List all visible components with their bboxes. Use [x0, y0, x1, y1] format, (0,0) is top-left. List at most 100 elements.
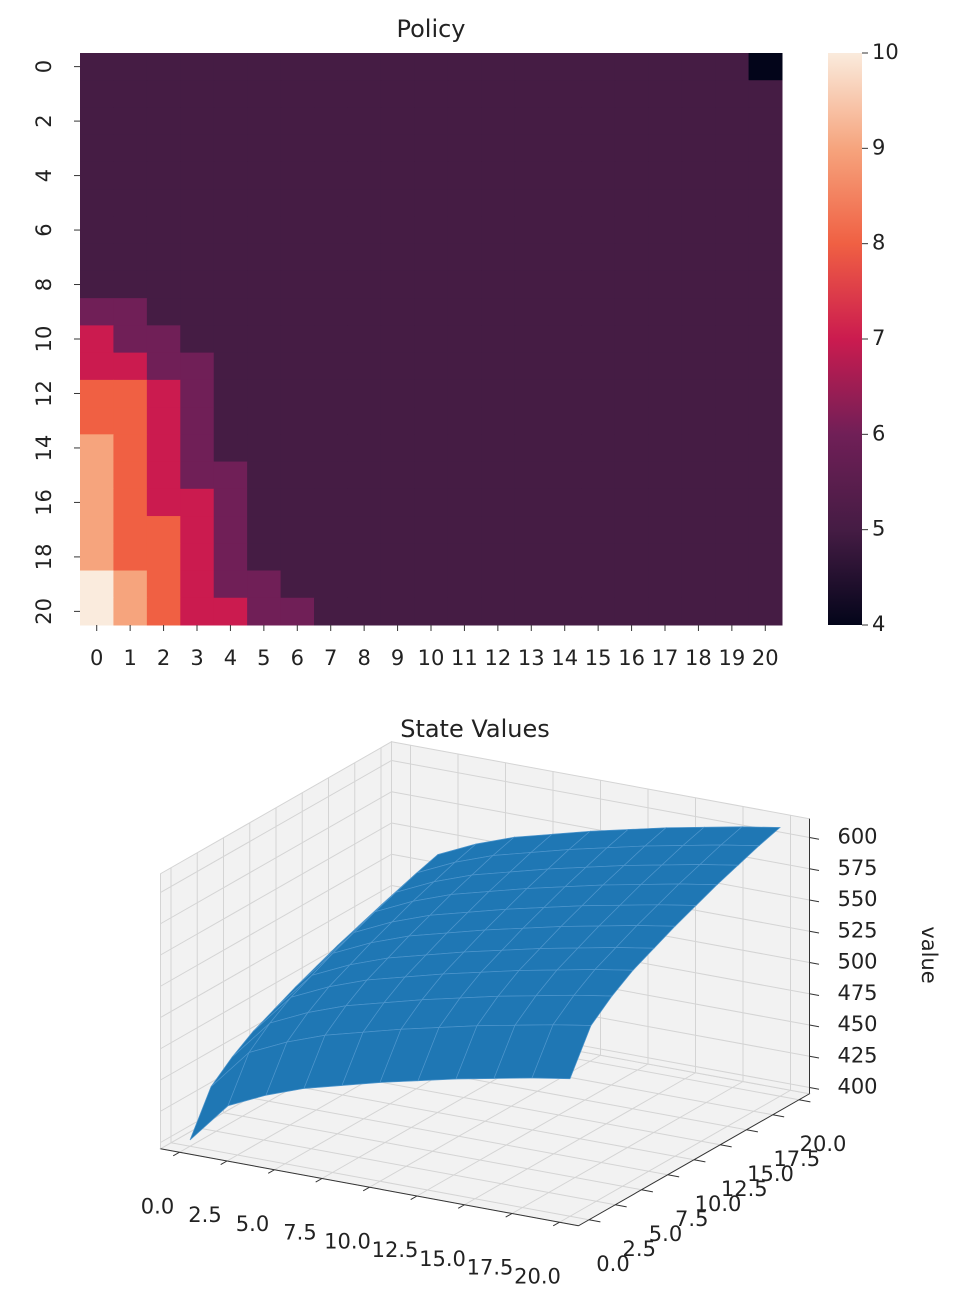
heatmap-cell — [347, 352, 382, 381]
heatmap-cell — [548, 488, 582, 517]
heatmap-cell — [614, 216, 649, 245]
y-tick — [772, 1114, 785, 1118]
heatmap-cell — [514, 134, 549, 163]
heatmap-cell — [347, 543, 382, 572]
y-tick-label: 0.0 — [596, 1252, 629, 1276]
heatmap-cell — [113, 243, 148, 272]
heatmap-cell — [681, 488, 716, 517]
y-tick — [746, 1129, 758, 1133]
heatmap-cell — [681, 461, 716, 490]
heatmap-cell — [180, 325, 215, 354]
colorbar-tick-label: 5 — [872, 517, 885, 541]
heatmap-cell — [180, 161, 215, 190]
heatmap-cell — [548, 134, 582, 163]
heatmap-cell — [247, 407, 282, 435]
heatmap-cell — [414, 434, 449, 463]
heatmap-cell — [715, 461, 750, 490]
heatmap-cell — [314, 461, 348, 490]
heatmap-cell — [748, 570, 783, 599]
y-tick-label: 7.5 — [675, 1207, 708, 1231]
heatmap-cell — [380, 53, 415, 81]
grid-line — [249, 1097, 668, 1176]
heatmap-cell — [213, 461, 248, 490]
z-tick-label: 500 — [837, 950, 877, 974]
x-tick-label: 12 — [484, 646, 511, 670]
heatmap-cell — [314, 298, 348, 326]
heatmap-cell — [113, 107, 148, 136]
heatmap-cell — [180, 516, 215, 544]
heatmap-cell — [614, 80, 649, 108]
heatmap-cell — [614, 379, 649, 408]
heatmap-cell — [614, 325, 649, 354]
heatmap-cell — [614, 516, 649, 544]
heatmap-cell — [180, 243, 215, 272]
heatmap-cell — [447, 53, 482, 81]
heatmap-cell — [614, 134, 649, 163]
heatmap-cell — [648, 461, 683, 490]
heatmap-cell — [648, 570, 683, 599]
heatmap-cell — [715, 216, 750, 245]
heatmap-cell — [548, 352, 582, 381]
heatmap-cell — [113, 161, 148, 190]
heatmap-cell — [213, 189, 248, 217]
heatmap-cell — [414, 461, 449, 490]
heatmap-cell — [648, 488, 683, 517]
z-tick — [809, 993, 820, 996]
heatmap-cell — [481, 407, 516, 435]
heatmap-cell — [648, 597, 683, 626]
heatmap-cell — [213, 53, 248, 81]
heatmap-cell — [481, 516, 516, 544]
grid-line — [160, 853, 392, 987]
heatmap-cell — [614, 543, 649, 572]
x-tick — [172, 1151, 180, 1157]
x-tick — [220, 1160, 228, 1166]
heatmap-cell — [280, 434, 315, 463]
heatmap-cell — [113, 298, 148, 326]
heatmap-cell — [748, 134, 783, 163]
heatmap-cell — [146, 352, 181, 381]
z-axis-label: value — [917, 926, 941, 983]
heatmap-cell — [514, 407, 549, 435]
heatmap-cell — [681, 570, 716, 599]
y-tick-label: 2.5 — [623, 1237, 656, 1261]
heatmap-cell — [213, 161, 248, 190]
heatmap-cell — [514, 434, 549, 463]
heatmap-cell — [481, 434, 516, 463]
heatmap-cell — [681, 352, 716, 381]
heatmap-cell — [213, 597, 248, 626]
heatmap-cell — [80, 161, 114, 190]
heatmap-cell — [146, 434, 181, 463]
heatmap-cell — [213, 80, 248, 108]
heatmap-cell — [648, 352, 683, 381]
heatmap-cell — [681, 243, 716, 272]
heatmap-cell — [414, 161, 449, 190]
heatmap-cell — [748, 80, 783, 108]
heatmap-cell — [113, 325, 148, 354]
heatmap-cell — [581, 107, 616, 136]
heatmap-cell — [347, 216, 382, 245]
x-tick-label: 10 — [418, 646, 445, 670]
heatmap-cell — [715, 543, 750, 572]
heatmap-cell — [548, 325, 582, 354]
heatmap-cell — [748, 270, 783, 299]
heatmap-cell — [247, 570, 282, 599]
y-tick-label: 14 — [32, 435, 56, 462]
heatmap-cell — [614, 189, 649, 217]
heatmap-cell — [748, 189, 783, 217]
y-tick-label: 2 — [32, 114, 56, 127]
y-axis — [578, 1093, 810, 1227]
heatmap-cell — [80, 216, 114, 245]
surface-title: State Values — [400, 715, 550, 743]
heatmap-cell — [681, 434, 716, 463]
heatmap-cell — [748, 298, 783, 326]
heatmap-cell — [314, 189, 348, 217]
z-tick-label: 525 — [837, 918, 877, 942]
heatmap-cell — [681, 189, 716, 217]
heatmap-cell — [247, 325, 282, 354]
heatmap-cell — [247, 161, 282, 190]
heatmap-cell — [548, 270, 582, 299]
heatmap-cell — [146, 543, 181, 572]
heatmap-cell — [548, 53, 582, 81]
heatmap-cell — [80, 570, 114, 599]
